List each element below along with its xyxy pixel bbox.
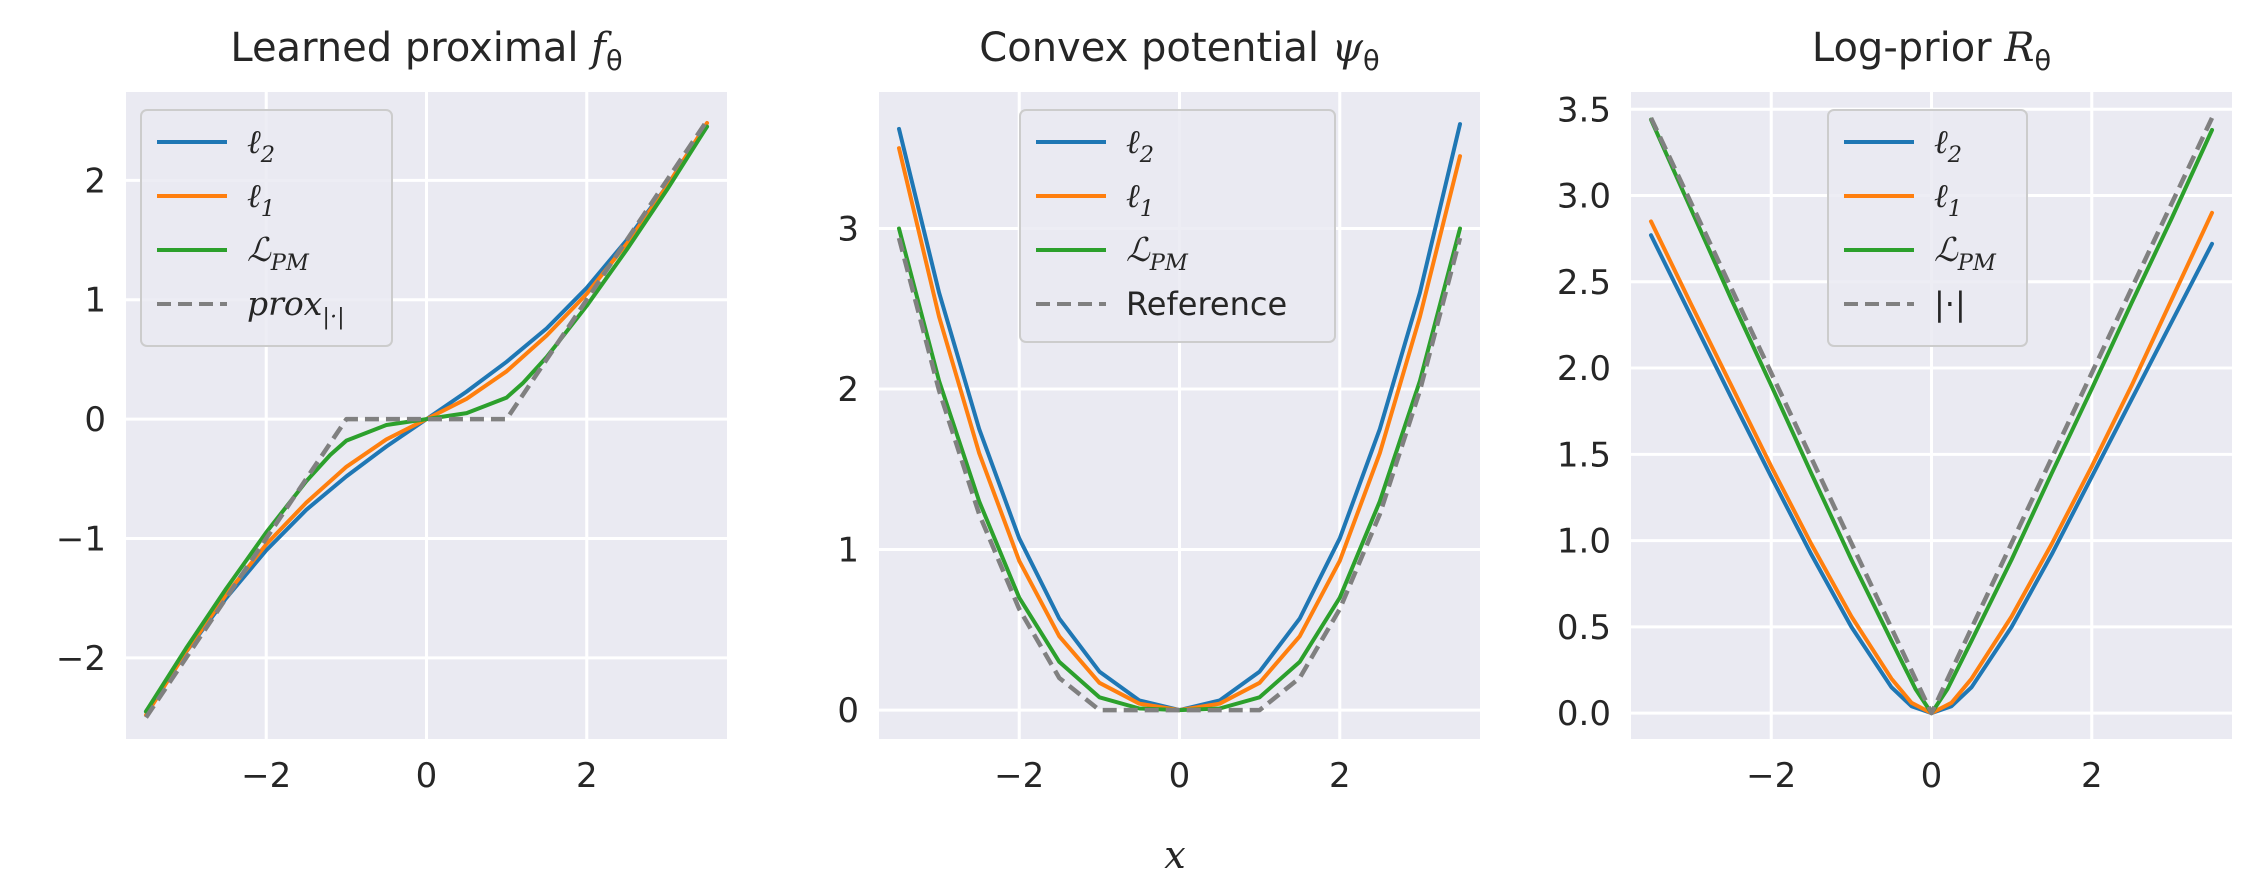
legend-label: ℓ2	[1126, 122, 1154, 168]
x-tick-label: 2	[576, 756, 598, 796]
x-tick-label: 0	[1921, 756, 1943, 796]
y-tick-label: 2.0	[1557, 349, 1611, 389]
y-tick-label: 1.0	[1557, 522, 1611, 562]
x-tick-label: 0	[416, 756, 438, 796]
legend-label: Reference	[1126, 285, 1287, 323]
x-tick-label: 0	[1169, 756, 1191, 796]
legend-label: ℓ2	[247, 122, 275, 168]
x-tick-label: 2	[1329, 756, 1351, 796]
series-line-4	[144, 119, 709, 719]
chart-panel-2: −2 0 2 0 1 2 3 Convex potential ψθ ℓ2 ℓ1 ℒPM Refere…	[837, 25, 1480, 796]
chart-panel-1: −2 0 2 −2 −1 0 1 2 Learned proximal fθ ℓ2 ℓ1 ℒPM pro…	[56, 25, 727, 796]
y-tick-label: 0.0	[1557, 694, 1611, 734]
y-tick-label: 1.5	[1557, 435, 1611, 475]
y-tick-label: −2	[56, 639, 106, 679]
x-tick-label: −2	[1746, 756, 1796, 796]
legend-box	[1827, 109, 2028, 347]
y-tick-label: 2	[84, 161, 106, 201]
series-line-4	[896, 237, 1463, 713]
y-tick-label: 0	[837, 691, 859, 731]
legend-label: ℒPM	[1126, 230, 1189, 276]
legend-label: ℓ1	[1126, 176, 1154, 222]
x-tick-label: −2	[994, 756, 1044, 796]
legend-label: |·|	[1934, 285, 1966, 323]
legend: ℓ2 ℓ1 ℒPM Reference	[1019, 109, 1336, 343]
series-group	[144, 119, 709, 719]
y-tick-label: 3.5	[1557, 90, 1611, 130]
legend-label: ℓ2	[1934, 122, 1962, 168]
chart-title: Log-prior Rθ	[1812, 25, 2051, 77]
x-tick-label: −2	[241, 756, 291, 796]
chart-title: Convex potential ψθ	[979, 25, 1379, 77]
series-group	[1648, 116, 2215, 716]
legend-box	[140, 109, 393, 347]
x-tick-label: 2	[2081, 756, 2103, 796]
y-tick-label: 2	[837, 370, 859, 410]
legend-label: ℓ1	[1934, 176, 1962, 222]
series-line-3	[144, 124, 709, 714]
y-tick-label: 2.5	[1557, 263, 1611, 303]
chart-panel-3: −2 0 2 0.0 0.5 1.0 1.5 2.0 2.5 3.0 3.5 Log-prior Rθ…	[1557, 25, 2232, 796]
legend-label: ℒPM	[1934, 230, 1997, 276]
y-tick-label: 1	[837, 531, 859, 571]
legend: ℓ2 ℓ1 ℒPM prox|·|	[140, 109, 393, 347]
y-tick-label: −1	[56, 519, 106, 559]
y-tick-label: 1	[84, 281, 106, 321]
y-tick-label: 0.5	[1557, 608, 1611, 648]
x-axis-label: x	[1164, 833, 1185, 877]
series-line-4	[1648, 116, 2215, 716]
legend-label: ℓ1	[247, 176, 275, 222]
y-tick-label: 0	[84, 400, 106, 440]
chart-title: Learned proximal fθ	[230, 25, 622, 77]
legend-label: prox|·|	[247, 284, 345, 330]
y-tick-label: 3	[837, 209, 859, 249]
y-tick-label: 3.0	[1557, 177, 1611, 217]
legend: ℓ2 ℓ1 ℒPM |·|	[1827, 109, 2028, 347]
legend-label: ℒPM	[247, 230, 310, 276]
series-group	[896, 122, 1463, 713]
legend-box	[1019, 109, 1336, 343]
